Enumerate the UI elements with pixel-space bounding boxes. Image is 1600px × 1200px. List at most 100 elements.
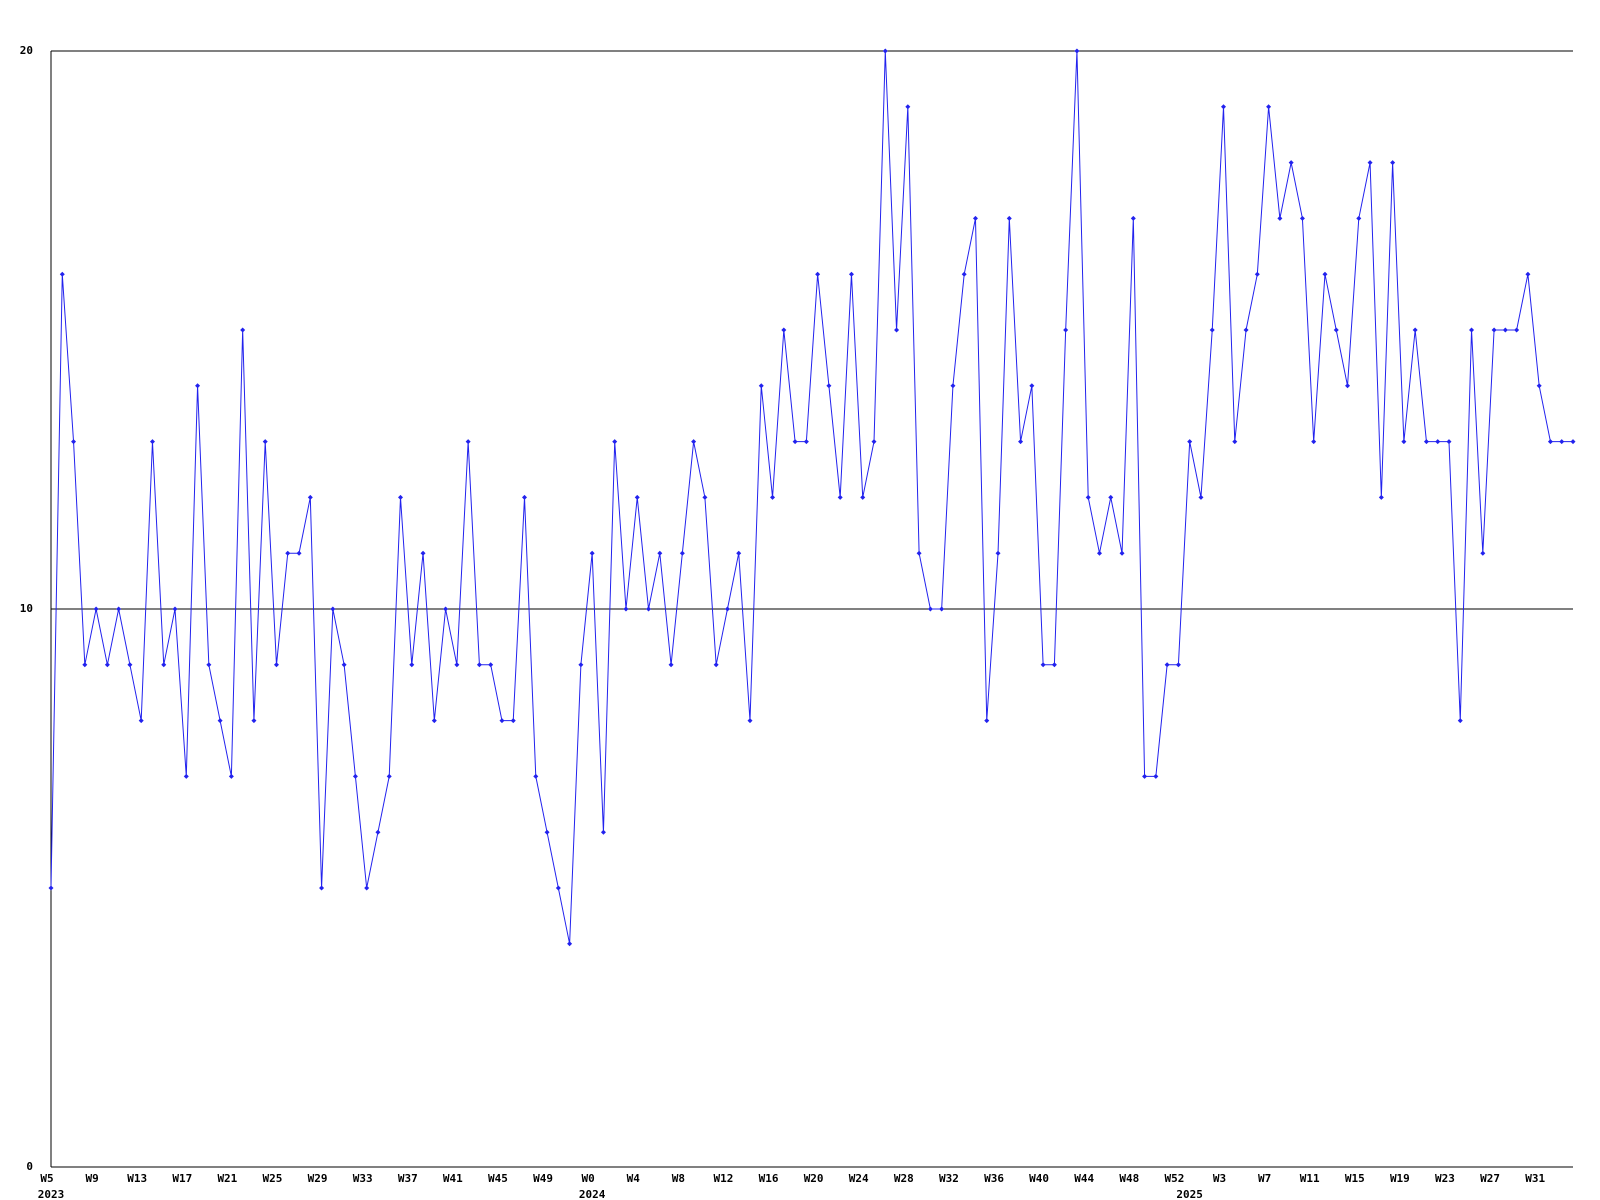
data-line	[50, 50, 1573, 944]
data-point	[1277, 215, 1283, 221]
data-point	[183, 773, 189, 779]
x-tick-label: W17	[172, 1172, 192, 1185]
data-point	[679, 550, 685, 556]
data-point	[1345, 383, 1351, 389]
x-tick-label: W28	[894, 1172, 914, 1185]
x-tick-label: W36	[984, 1172, 1004, 1185]
data-point	[1559, 439, 1565, 445]
data-point	[1514, 327, 1520, 333]
x-tick-label: W33	[353, 1172, 373, 1185]
data-point	[894, 327, 900, 333]
data-point	[93, 606, 99, 612]
data-point	[386, 773, 392, 779]
x-tick-label: W5	[40, 1172, 53, 1185]
x-year-label: 2023	[38, 1188, 65, 1200]
data-point	[82, 662, 88, 668]
data-point	[1164, 662, 1170, 668]
data-point	[217, 718, 223, 724]
data-point	[116, 606, 122, 612]
data-point	[871, 439, 877, 445]
data-point	[567, 941, 573, 947]
data-point	[352, 773, 358, 779]
x-tick-label: W52	[1164, 1172, 1184, 1185]
data-point	[104, 662, 110, 668]
x-tick-label: W21	[217, 1172, 237, 1185]
data-point	[397, 494, 403, 500]
data-point	[127, 662, 133, 668]
x-tick-label: W37	[398, 1172, 418, 1185]
x-tick-label: W9	[85, 1172, 98, 1185]
data-point	[533, 773, 539, 779]
data-point	[273, 662, 279, 668]
data-point	[758, 383, 764, 389]
data-point	[341, 662, 347, 668]
data-point	[195, 383, 201, 389]
data-point	[443, 606, 449, 612]
data-point	[409, 662, 415, 668]
x-tick-label: W8	[672, 1172, 685, 1185]
data-point	[1525, 271, 1531, 277]
data-point	[1130, 215, 1136, 221]
x-tick-label: W3	[1213, 1172, 1226, 1185]
data-point	[1333, 327, 1339, 333]
data-point	[939, 606, 945, 612]
data-point	[837, 494, 843, 500]
data-point	[792, 439, 798, 445]
data-point	[1401, 439, 1407, 445]
data-point	[882, 48, 888, 54]
data-point	[724, 606, 730, 612]
y-tick-label: 10	[20, 602, 33, 615]
data-point	[48, 885, 54, 891]
data-point	[510, 718, 516, 724]
data-point	[1063, 327, 1069, 333]
x-tick-label: W40	[1029, 1172, 1049, 1185]
data-point	[1153, 773, 1159, 779]
data-point	[826, 383, 832, 389]
data-point	[1536, 383, 1542, 389]
data-point	[1299, 215, 1305, 221]
data-point	[1198, 494, 1204, 500]
data-point	[1254, 271, 1260, 277]
data-point	[206, 662, 212, 668]
data-point	[589, 550, 595, 556]
data-point	[927, 606, 933, 612]
x-tick-label: W15	[1345, 1172, 1365, 1185]
data-point	[1209, 327, 1215, 333]
data-point	[420, 550, 426, 556]
y-tick-label: 20	[20, 44, 33, 57]
data-point	[1096, 550, 1102, 556]
data-point	[488, 662, 494, 668]
data-point	[364, 885, 370, 891]
x-tick-label: W11	[1300, 1172, 1320, 1185]
data-point	[1221, 104, 1227, 110]
x-tick-label: W24	[849, 1172, 869, 1185]
data-point	[149, 439, 155, 445]
data-point	[1446, 439, 1452, 445]
data-point	[747, 718, 753, 724]
data-point	[285, 550, 291, 556]
data-point	[770, 494, 776, 500]
x-tick-label: W4	[627, 1172, 641, 1185]
data-point	[330, 606, 336, 612]
data-point	[668, 662, 674, 668]
data-point	[228, 773, 234, 779]
data-point	[736, 550, 742, 556]
data-point	[1547, 439, 1553, 445]
data-point	[375, 829, 381, 835]
data-point	[522, 494, 528, 500]
data-point	[1074, 48, 1080, 54]
x-tick-label: W20	[804, 1172, 824, 1185]
data-point	[251, 718, 257, 724]
x-tick-label: W45	[488, 1172, 508, 1185]
x-tick-label: W13	[127, 1172, 147, 1185]
data-point	[1356, 215, 1362, 221]
data-point	[1187, 439, 1193, 445]
x-tick-label: W19	[1390, 1172, 1410, 1185]
x-year-label: 2024	[579, 1188, 606, 1200]
data-point	[59, 271, 65, 277]
data-point	[555, 885, 561, 891]
data-point	[657, 550, 663, 556]
data-point	[815, 271, 821, 277]
